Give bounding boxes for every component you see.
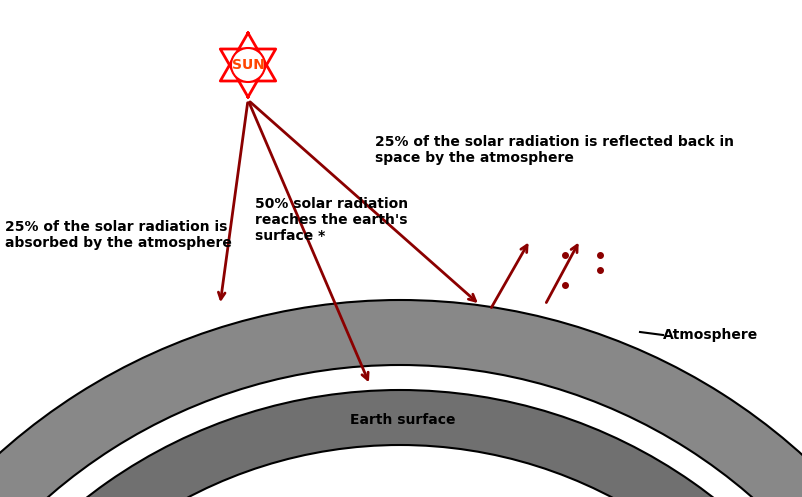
Circle shape xyxy=(231,48,265,82)
Wedge shape xyxy=(0,300,802,497)
Text: Earth surface: Earth surface xyxy=(350,413,456,427)
Text: 25% of the solar radiation is reflected back in
space by the atmosphere: 25% of the solar radiation is reflected … xyxy=(375,135,734,165)
Text: SUN: SUN xyxy=(232,58,265,72)
Text: 50% solar radiation
reaches the earth's
surface *: 50% solar radiation reaches the earth's … xyxy=(255,197,408,243)
Text: 25% of the solar radiation is
absorbed by the atmosphere: 25% of the solar radiation is absorbed b… xyxy=(5,220,232,250)
Wedge shape xyxy=(0,390,802,497)
Text: Atmosphere: Atmosphere xyxy=(663,328,758,342)
